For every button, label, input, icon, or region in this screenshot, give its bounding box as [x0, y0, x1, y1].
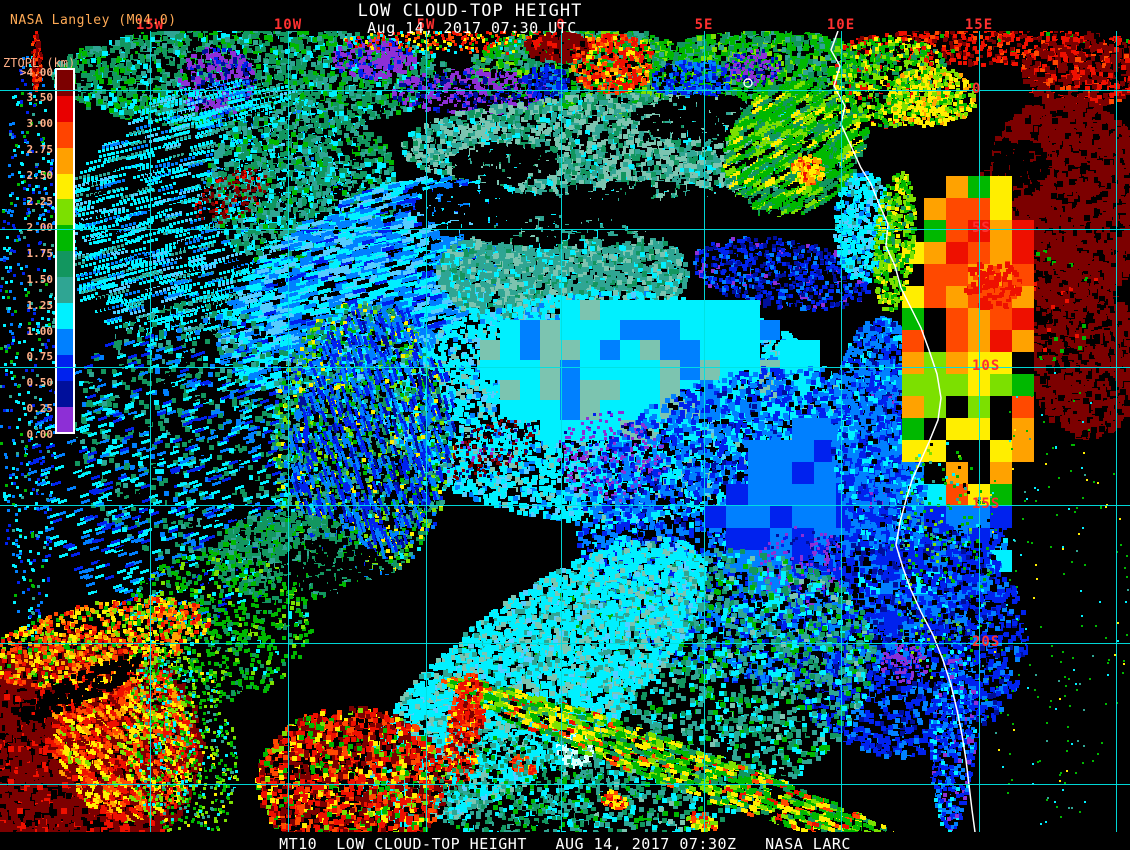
lon-label: 0	[556, 17, 566, 33]
colorbar-segment	[57, 121, 73, 148]
lat-gridline	[0, 643, 1130, 644]
lon-label: 15W	[135, 17, 165, 33]
colorbar-segment	[57, 147, 73, 174]
lon-gridline	[841, 31, 842, 832]
brand-text: NASA Langley (M04.0)	[10, 13, 177, 28]
lon-gridline	[426, 31, 427, 832]
colorbar-label: 1.50	[26, 272, 54, 286]
colorbar-label: 1.25	[26, 298, 54, 312]
lat-label: 15S	[972, 496, 1001, 513]
lat-gridline	[0, 229, 1130, 230]
lat-gridline	[0, 784, 1130, 785]
colorbar-label: 2.00	[26, 220, 54, 234]
colorbar-label: 3.50	[26, 91, 54, 105]
colorbar-segment	[57, 406, 73, 433]
timestamp-text: Aug 14, 2017 07:30 UTC	[367, 19, 577, 37]
footer-status-bar: MT10 LOW CLOUD-TOP HEIGHT AUG 14, 2017 0…	[0, 832, 1130, 850]
colorbar-label: 0.50	[26, 376, 54, 390]
lat-label: 20S	[972, 634, 1001, 651]
lon-label: 5E	[694, 17, 714, 33]
colorbar-label: 2.50	[26, 169, 54, 183]
lon-gridline	[561, 31, 562, 832]
lon-gridline	[704, 31, 705, 832]
page-title: LOW CLOUD-TOP HEIGHT	[357, 1, 583, 21]
colorbar-segment	[57, 277, 73, 304]
colorbar-label: 0.25	[26, 402, 54, 416]
colorbar-segment	[57, 225, 73, 252]
colorbar-segment	[57, 303, 73, 329]
lon-gridline	[1116, 31, 1117, 832]
lon-label: 10E	[826, 17, 856, 33]
colorbar-label: 0.00	[26, 428, 54, 442]
colorbar-label: 2.25	[26, 195, 54, 208]
lon-label: 5W	[416, 17, 436, 33]
colorbar-segment	[57, 95, 73, 122]
lat-label: 5S	[972, 220, 991, 237]
colorbar-segment	[57, 328, 73, 355]
colorbar-label: 2.75	[26, 143, 54, 157]
colorbar-segment	[57, 70, 73, 96]
lat-gridline	[0, 505, 1130, 506]
colorbar-segment	[57, 380, 73, 407]
lon-gridline	[150, 31, 151, 832]
colorbar-scale	[55, 68, 75, 435]
colorbar-segment	[57, 199, 73, 226]
colorbar-label: 1.75	[26, 246, 54, 260]
colorbar-label: 1.00	[26, 324, 54, 338]
lon-label: 15E	[964, 17, 994, 33]
colorbar-title: ZTOPL (km)	[3, 56, 76, 70]
lat-label: 10S	[972, 358, 1001, 375]
colorbar-segment	[57, 251, 73, 278]
lat-gridline	[0, 90, 1130, 91]
footer-text: MT10 LOW CLOUD-TOP HEIGHT AUG 14, 2017 0…	[279, 835, 851, 850]
colorbar-label: 0.75	[26, 350, 54, 364]
lon-gridline	[979, 31, 980, 832]
lon-label: 10W	[273, 17, 303, 33]
lat-gridline	[0, 367, 1130, 368]
lat-label: 0	[972, 81, 982, 98]
colorbar-segment	[57, 173, 73, 200]
lon-gridline	[288, 31, 289, 832]
colorbar-label: 3.00	[26, 117, 54, 131]
colorbar-label: >4.00	[19, 65, 53, 79]
